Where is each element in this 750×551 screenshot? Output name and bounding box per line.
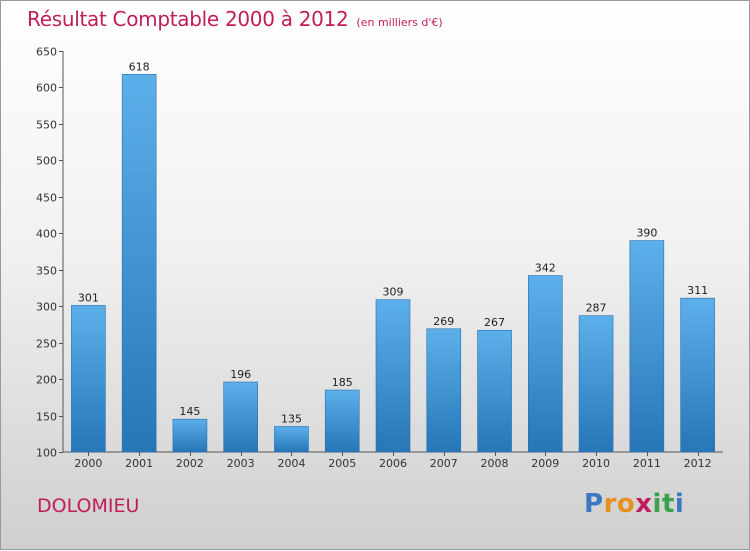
y-tick-label: 400: [36, 228, 57, 241]
x-tick-label: 2003: [227, 457, 255, 470]
bar: [426, 328, 462, 453]
data-label: 145: [179, 405, 200, 418]
bar: [528, 275, 563, 453]
x-tick-label: 2010: [582, 457, 610, 470]
y-tick-label: 500: [36, 155, 57, 168]
y-tick-label: 150: [36, 411, 57, 424]
data-label: 390: [636, 227, 657, 240]
data-label: 311: [687, 284, 708, 297]
y-tick-label: 450: [36, 192, 57, 205]
data-label: 267: [484, 316, 505, 329]
logo-letter: x: [635, 489, 653, 519]
y-tick-label: 100: [36, 447, 57, 460]
bar: [680, 297, 715, 453]
data-label: 618: [129, 60, 150, 73]
title-text: Résultat Comptable 2000 à 2012: [27, 7, 349, 31]
logo-letter: o: [616, 489, 636, 519]
bar: [121, 74, 157, 453]
y-tick-label: 250: [36, 338, 57, 351]
x-tick-label: 2007: [430, 457, 458, 470]
place-name: DOLOMIEU: [37, 495, 140, 517]
x-tick-label: 2000: [74, 457, 102, 470]
y-tick-label: 300: [36, 301, 57, 314]
y-tick-label: 550: [36, 119, 57, 132]
subtitle-text: (en milliers d'€): [356, 16, 443, 29]
data-label: 309: [383, 286, 404, 299]
y-tick-label: 600: [36, 82, 57, 95]
x-tick-label: 2004: [277, 457, 305, 470]
bar: [578, 315, 614, 453]
x-tick-label: 2006: [379, 457, 407, 470]
data-label: 269: [433, 315, 454, 328]
x-tick-label: 2001: [125, 457, 153, 470]
data-label: 196: [230, 368, 251, 381]
bar: [477, 329, 512, 453]
proxiti-logo: Proxiti: [584, 489, 684, 519]
bar: [629, 240, 665, 453]
bar: [223, 381, 258, 453]
y-tick-label: 350: [36, 265, 57, 278]
x-tick-label: 2005: [328, 457, 356, 470]
bar: [274, 426, 309, 453]
logo-letter: r: [603, 489, 617, 519]
data-label: 135: [281, 412, 302, 425]
logo-letter: P: [584, 489, 604, 519]
data-label: 185: [332, 376, 353, 389]
x-tick-label: 2002: [176, 457, 204, 470]
logo-letter: i: [674, 489, 685, 519]
x-tick-label: 2009: [531, 457, 559, 470]
bars: 301 618 145 196 135 185 309 269 267 342 287 390 311: [71, 60, 715, 453]
bar: [172, 418, 208, 453]
bar: [71, 305, 106, 453]
x-tick-label: 2011: [633, 457, 661, 470]
data-label: 301: [78, 291, 99, 304]
axes: 100 150 200 250 300 350 400 450 500 550 600 650 2000…: [36, 46, 723, 470]
x-tick-label: 2012: [684, 457, 712, 470]
logo-letter: i: [652, 489, 662, 519]
bar: [375, 299, 411, 453]
x-tick-label: 2008: [481, 457, 509, 470]
data-label: 342: [535, 262, 556, 275]
data-label: 287: [586, 302, 607, 315]
y-tick-label: 650: [36, 46, 57, 59]
logo-letter: t: [661, 489, 675, 519]
chart-title: Résultat Comptable 2000 à 2012 (en millie…: [27, 7, 443, 31]
bar: [324, 389, 360, 453]
y-tick-label: 200: [36, 374, 57, 387]
